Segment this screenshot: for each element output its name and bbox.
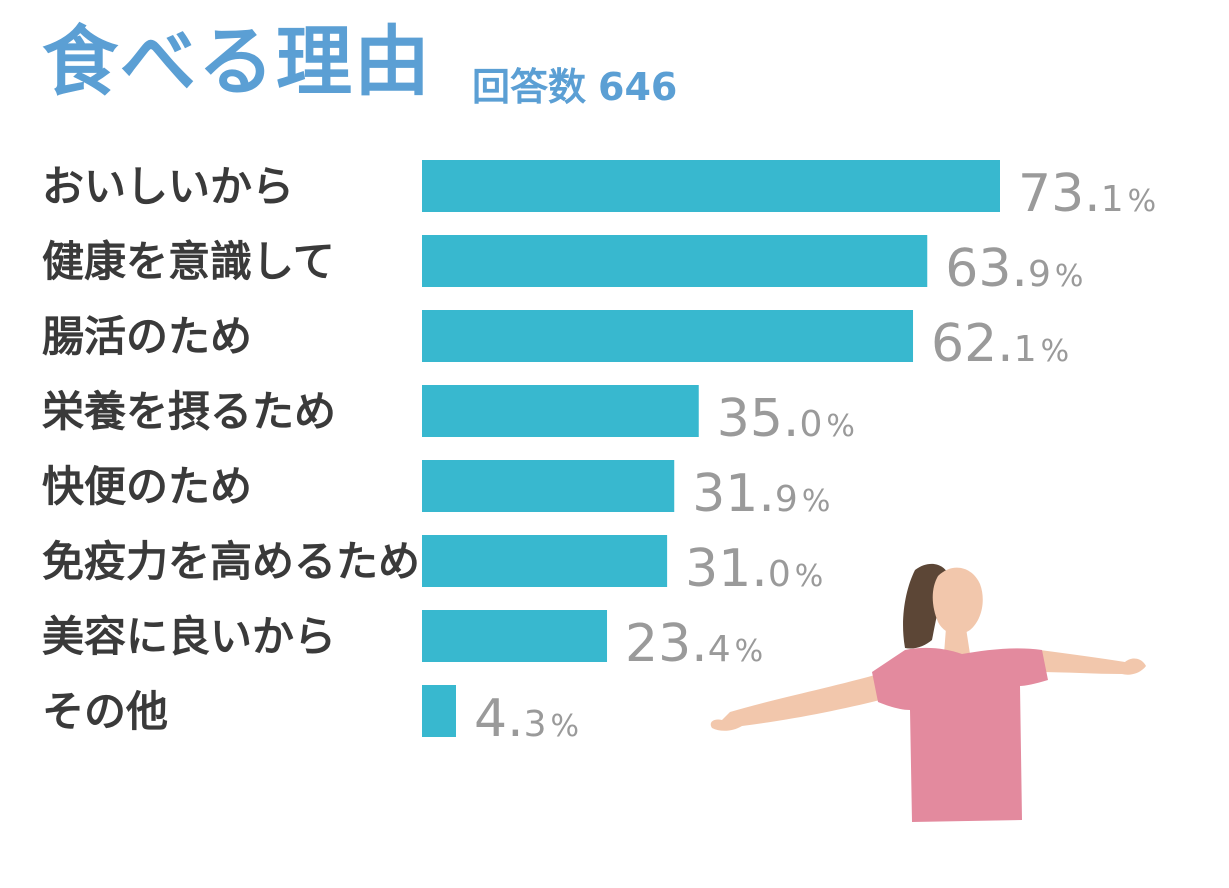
bar (422, 310, 914, 362)
category-label: 美容に良いから (42, 612, 336, 661)
bar (422, 535, 668, 587)
face (932, 567, 983, 635)
bar (422, 685, 456, 737)
value-label: 31.9% (692, 464, 830, 524)
chart-title: 食べる理由 (42, 17, 432, 106)
response-count-label: 回答数 (472, 65, 587, 109)
bar (422, 235, 928, 287)
bar (422, 385, 699, 437)
value-label: 23.4% (625, 614, 763, 674)
category-label: 免疫力を高めるため (42, 537, 420, 586)
response-count: 回答数 646 (472, 56, 677, 111)
bar (422, 610, 608, 662)
value-label: 35.0% (717, 389, 855, 449)
bar (422, 160, 1000, 212)
category-label: 快便のため (42, 462, 252, 511)
left-arm (710, 675, 880, 731)
value-label: 62.1% (931, 314, 1069, 374)
value-label: 63.9% (945, 239, 1083, 299)
response-count-value: 646 (598, 65, 678, 109)
value-label: 4.3% (474, 689, 579, 749)
bar (422, 460, 675, 512)
right-arm (1038, 650, 1146, 675)
shirt (872, 647, 1048, 822)
woman-illustration (710, 563, 1146, 822)
neck (944, 628, 970, 654)
category-label: 栄養を摂るため (42, 387, 336, 436)
value-label: 73.1% (1018, 164, 1156, 224)
category-label: 腸活のため (42, 312, 252, 361)
category-label: 健康を意識して (42, 237, 335, 286)
value-label: 31.0% (685, 539, 823, 599)
category-label: その他 (42, 687, 168, 736)
category-label: おいしいから (42, 162, 294, 211)
